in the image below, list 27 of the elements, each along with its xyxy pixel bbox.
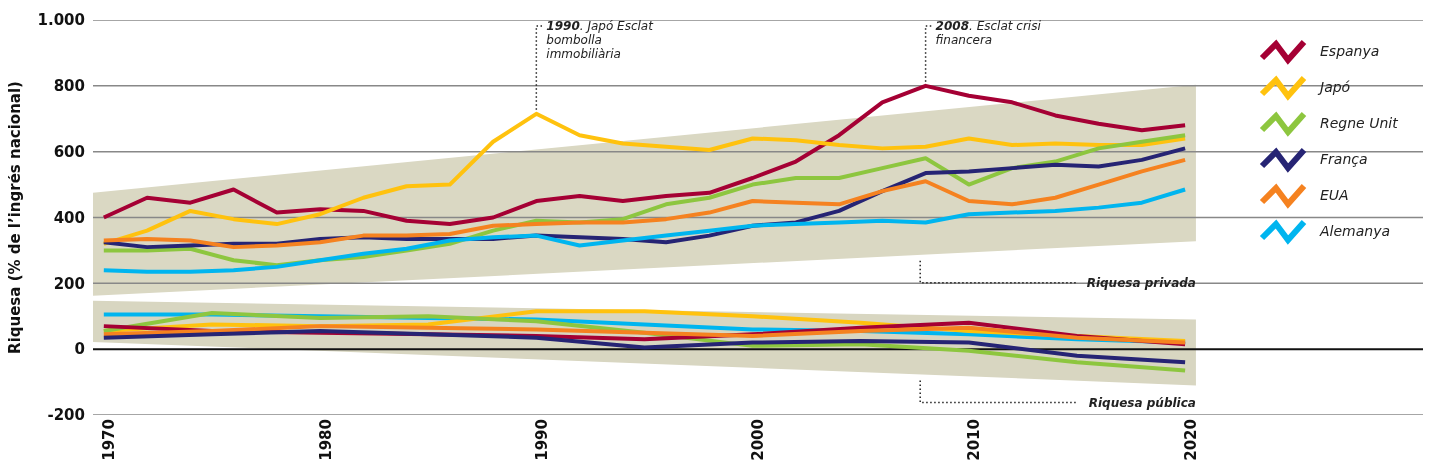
annotation: Riquesa pública bbox=[1088, 395, 1196, 410]
x-tick-label: 2020 bbox=[1181, 419, 1200, 461]
y-axis-title: Riquesa (% de l’ingrés nacional) bbox=[6, 81, 25, 354]
x-tick-label: 2000 bbox=[749, 419, 768, 461]
x-tick-label: 1970 bbox=[100, 419, 119, 461]
x-tick-label: 1990 bbox=[532, 419, 551, 461]
y-tick-label: 0 bbox=[74, 340, 85, 359]
x-tick-label: 2010 bbox=[965, 419, 984, 461]
y-tick-label: 200 bbox=[53, 274, 85, 293]
y-tick-label: -200 bbox=[47, 406, 85, 425]
legend-label: Regne Unit bbox=[1320, 115, 1398, 131]
x-tick-label: 1980 bbox=[316, 419, 335, 461]
legend-label: Espanya bbox=[1320, 43, 1380, 59]
line-series bbox=[101, 187, 1188, 274]
annotation: Riquesa privada bbox=[1086, 275, 1196, 290]
legend-label: Alemanya bbox=[1320, 223, 1391, 239]
annotation: 1990. Japó Esclat bombolla immobiliària bbox=[546, 19, 655, 61]
y-tick-label: 1.000 bbox=[37, 11, 85, 30]
line-series bbox=[101, 111, 1188, 246]
y-tick-label: 600 bbox=[53, 142, 85, 161]
legend-label: França bbox=[1320, 151, 1368, 167]
annotation: 2008. Esclat crisi financera bbox=[935, 19, 1042, 47]
y-tick-label: 800 bbox=[53, 77, 85, 96]
line-series bbox=[101, 83, 1188, 227]
line-series bbox=[101, 329, 1188, 365]
legend-label: EUA bbox=[1320, 187, 1349, 203]
y-tick-label: 400 bbox=[53, 208, 85, 227]
